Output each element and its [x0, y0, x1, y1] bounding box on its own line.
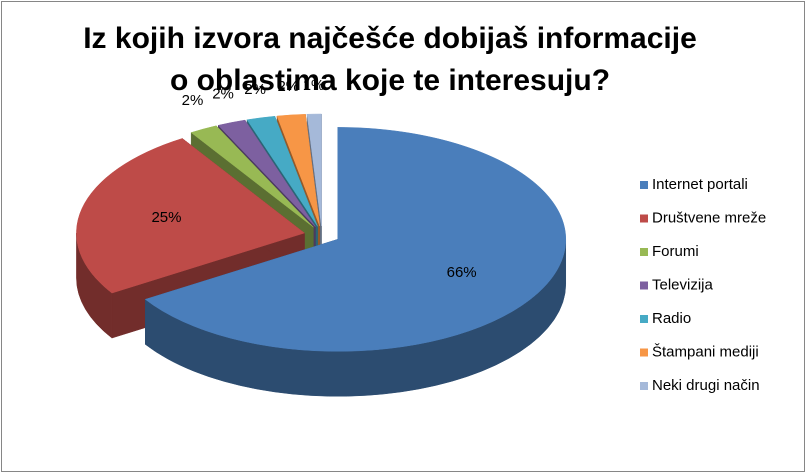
- data-label: 2%: [182, 92, 204, 109]
- legend-swatch: [640, 214, 648, 223]
- legend-label: Štampani mediji: [652, 343, 759, 360]
- legend-swatch: [640, 315, 648, 323]
- data-label: 1%: [303, 77, 325, 94]
- pie-slice: [246, 116, 318, 227]
- data-label: 2%: [244, 81, 266, 98]
- legend-swatch: [640, 281, 648, 290]
- legend-label: Neki drugi način: [652, 377, 760, 394]
- pie-slice: [306, 113, 322, 227]
- pie-slice: [76, 138, 305, 294]
- legend-swatch: [640, 382, 648, 390]
- legend-label: Radio: [652, 310, 691, 327]
- legend-label: Televizija: [652, 276, 714, 293]
- legend-swatch: [640, 248, 648, 256]
- data-label: 66%: [447, 264, 477, 281]
- legend-label: Društvene mreže: [652, 209, 766, 226]
- chart-title: Iz kojih izvora najčešće dobijaš informa…: [83, 22, 697, 97]
- data-label: 25%: [151, 209, 181, 226]
- legend-swatch: [640, 348, 648, 357]
- pie-slice: [144, 127, 567, 352]
- legend-label: Forumi: [652, 243, 699, 260]
- pie-slice: [276, 114, 320, 227]
- legend-swatch: [640, 181, 648, 189]
- data-label: 2%: [277, 78, 299, 95]
- pie-slice: [217, 119, 316, 227]
- pie-slice: [190, 125, 314, 228]
- legend-label: Internet portali: [652, 176, 748, 193]
- data-label: 2%: [212, 85, 234, 102]
